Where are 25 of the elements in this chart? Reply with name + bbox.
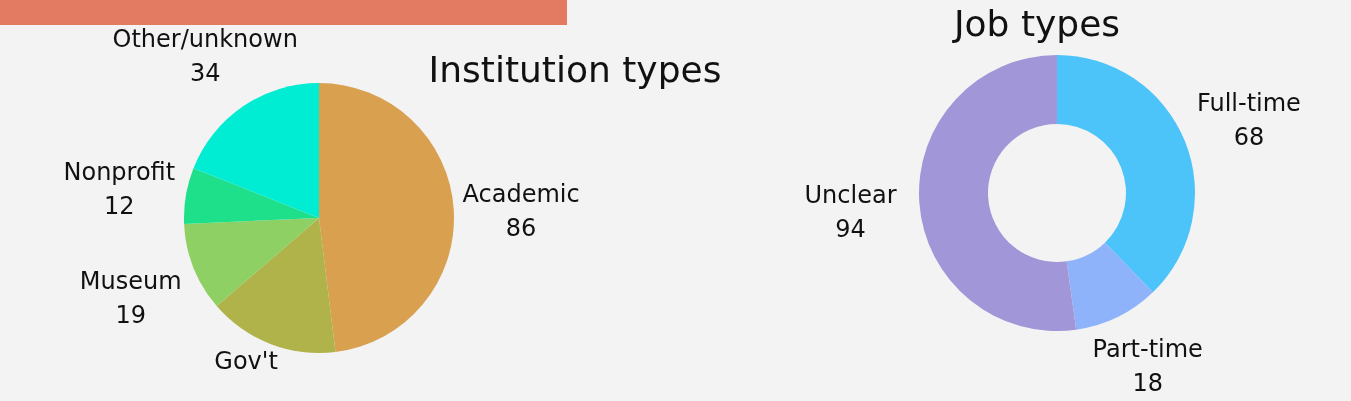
slice-label: Gov't — [214, 347, 278, 375]
text: Institution types — [428, 49, 722, 90]
pie-slice — [193, 83, 319, 218]
pie-slice — [319, 83, 454, 352]
data-label: 12 — [104, 192, 135, 221]
pie-slice — [184, 168, 319, 224]
slice-label: Part-time — [1092, 335, 1203, 363]
slice-label: Unclear — [804, 181, 897, 210]
slice-label: Nonprofit — [63, 158, 176, 187]
data-label: 94 — [835, 215, 866, 244]
data-label: 68 — [1233, 123, 1265, 152]
pie-slice — [184, 218, 319, 307]
donut-slice — [919, 55, 1077, 331]
chart-title: Job types — [951, 3, 1121, 44]
donut-slice — [1066, 242, 1153, 330]
donut-slice — [1057, 55, 1195, 293]
slice-label: Academic — [462, 179, 580, 208]
slice-label: Other/unknown — [112, 24, 298, 53]
pie-slice — [216, 218, 336, 353]
data-label: 18 — [1132, 369, 1164, 397]
data-label: 19 — [115, 300, 147, 329]
data-label: 86 — [505, 213, 537, 242]
slice-label: Full-time — [1196, 89, 1301, 118]
slice-label: Museum — [79, 266, 182, 295]
data-label: 34 — [189, 58, 221, 87]
